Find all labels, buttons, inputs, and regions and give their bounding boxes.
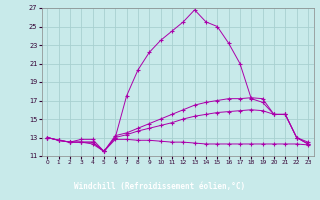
Text: Windchill (Refroidissement éolien,°C): Windchill (Refroidissement éolien,°C)	[75, 182, 245, 192]
